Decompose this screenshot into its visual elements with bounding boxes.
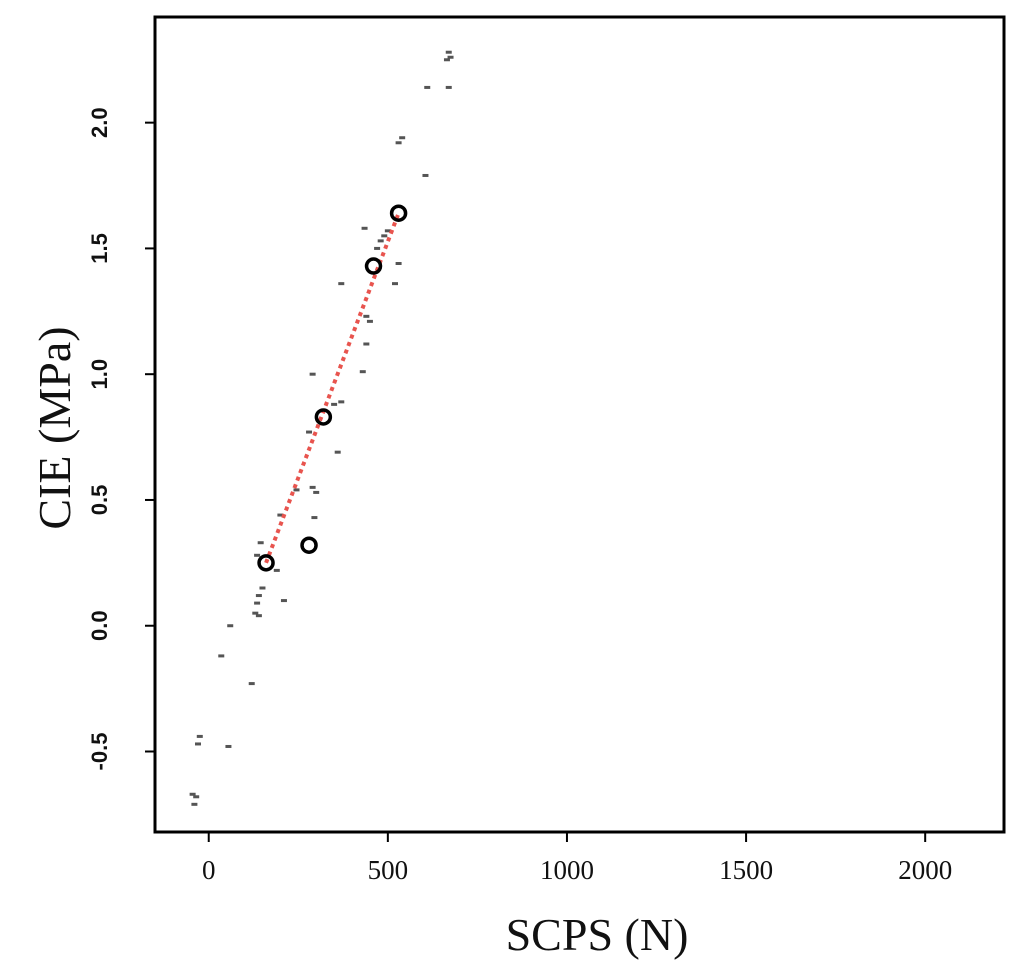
x-tick-label: 500 — [368, 855, 409, 885]
x-tick-label: 1500 — [719, 855, 773, 885]
plot-frame — [153, 15, 1006, 834]
y-tick-label: 0.0 — [87, 610, 112, 641]
highlighted-point — [257, 554, 275, 572]
y-tick-label: 2.0 — [87, 107, 112, 138]
y-tick-label: 1.5 — [87, 233, 112, 264]
highlighted-point — [314, 408, 333, 426]
x-tick-label: 2000 — [898, 855, 952, 885]
highlighted-point — [364, 257, 383, 275]
x-tick-label: 1000 — [540, 855, 594, 885]
highlighted-point — [389, 204, 408, 222]
x-axis-title: SCPS (N) — [506, 909, 689, 960]
y-tick-label: 1.0 — [87, 359, 112, 390]
y-axis-title: CIE (MPa) — [29, 326, 80, 529]
y-tick-label: -0.5 — [87, 733, 112, 771]
x-axis: 0 500 1000 1500 2000 — [202, 832, 952, 885]
y-tick-label: 0.5 — [87, 485, 112, 516]
fit-line — [264, 212, 401, 564]
highlighted-point — [300, 536, 318, 554]
y-axis: -0.5 0.0 0.5 1.0 1.5 2.0 — [87, 107, 155, 770]
chart-marks — [189, 50, 454, 806]
x-tick-label: 0 — [202, 855, 216, 885]
